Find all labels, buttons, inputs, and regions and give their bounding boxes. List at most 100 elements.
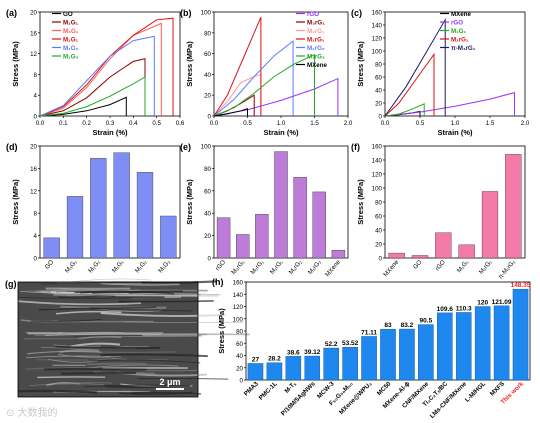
bar-value-label: 148.35 [511,282,531,289]
bar [66,196,84,259]
y-tick-label: 80 [236,329,243,336]
y-tick-label: 160 [372,10,383,17]
x-tick-label: 0.0 [381,120,390,127]
bar-value-label: 39.12 [304,349,321,356]
legend-label: M₁rG₃ [307,54,325,61]
bar [481,191,499,259]
bar [388,252,405,259]
series-line-2 [39,22,162,117]
bar-value-label: 110.3 [456,305,472,312]
x-tick-label: 1.0 [451,120,460,127]
sem-layer-streak [99,281,180,286]
sem-layer-streak [94,358,126,361]
panel-f-axes: 0 20 40 60 80 100 120 140 160 Stress (MPa) MXene GO… [356,144,526,281]
category-label: M₁rG₁ [269,259,285,276]
y-tick-label: 12 [30,188,37,195]
series-line-1 [213,94,255,117]
sem-layer-streak [57,354,121,358]
category-label: PMC-1L [258,380,279,401]
sem-layer-streak [86,362,147,366]
x-axis-label: Strain (%) [92,128,128,137]
bar [113,152,130,259]
x-tick-label: 0.5 [152,120,161,127]
y-tick-label: 20 [375,101,382,108]
category-label: M₁rG₂ [288,258,304,276]
series-line-4 [384,17,446,117]
category-label: M₂G₁ [87,259,102,275]
y-tick-label: 120 [372,172,383,179]
bar [312,191,326,259]
y-tick-label: 20 [30,144,37,151]
panel-a-letter: (a) [6,8,17,18]
bar-value-label: 109.6 [437,306,454,313]
bar [255,214,269,259]
plot-frame [39,11,181,117]
category-label: rGO [214,259,227,273]
category-label: MC50 [376,380,393,397]
sem-layer-streak [70,342,121,348]
bar [361,336,377,381]
category-label: MXene [324,258,342,278]
series-line-4 [213,40,294,117]
category-label: PMA3 [243,380,261,398]
sem-layer-gap [18,389,98,394]
sem-layer-gap [104,384,190,389]
y-tick-label: 100 [201,144,212,151]
series-line-1 [39,58,146,117]
panel-a-axes: 0 4 8 12 16 20 Stress (MPa) 0.0 0.1 0.2 0.3 0.4 0.5 0… [11,10,185,138]
watermark-text: ⊙ 大数我的 [6,408,58,419]
x-tick-label: 0.0 [36,120,45,127]
y-tick-label: 20 [236,365,243,372]
series-line-0 [39,96,127,117]
sem-layer-gap [31,318,102,322]
sem-layer-streak [56,310,122,315]
legend-label: GO [63,11,73,18]
panel-d-axes: 0 4 8 12 16 20 Stress (MPa) GO M₃G₁ M₂G₁ M₁G₁ M₁G₂ M… [11,144,181,275]
y-tick-label: 60 [204,51,211,58]
sem-layer-gap [38,307,110,311]
scale-bar-label: 2 μm [159,377,180,387]
y-tick-label: 40 [236,353,243,360]
category-label: GO [412,259,424,271]
legend-label: M₁G₁ [63,37,79,44]
y-axis-label: Stress (MPa) [185,41,194,87]
category-label: M₁G₂ [134,258,149,274]
legend-label: M₁rG₂ [307,45,325,52]
bar [474,306,491,381]
sem-layer-streak [70,278,152,283]
y-tick-label: 100 [372,49,383,56]
y-tick-label: 16 [30,30,37,37]
sem-layer-streak [53,293,95,296]
bar-value-label: 90.5 [420,318,433,325]
x-tick-label: 2.0 [344,120,353,127]
series-line-3 [213,17,262,117]
y-tick-label: 120 [233,304,244,311]
y-tick-label: 60 [236,341,243,348]
bar [323,347,339,381]
y-tick-label: 140 [372,23,383,30]
sem-layer-streak [102,283,181,286]
y-tick-label: 60 [375,214,382,221]
bar [411,255,429,259]
bar [136,172,154,259]
bar [304,355,321,381]
legend-label: M₁rG₁ [451,37,469,44]
y-tick-label: 60 [204,188,211,195]
bar [236,234,250,259]
y-tick-label: 0 [379,256,383,263]
sem-layer-streak [78,336,122,340]
category-label: M₂rG₁ [249,259,265,276]
x-tick-label: 0.2 [82,120,91,127]
legend-label: M₃rG₁ [307,20,325,27]
panel-h-axes: 0 20 40 60 80 100 120 140 160 Stress (MPa) 27 PMA3 2… [217,280,531,420]
bar [418,324,434,381]
y-tick-label: 0 [379,114,383,121]
y-tick-label: 160 [372,144,383,151]
bar-value-label: 52.2 [325,341,338,348]
y-tick-label: 8 [34,211,38,218]
y-tick-label: 20 [30,10,37,17]
y-tick-label: 140 [233,292,244,299]
x-axis-label: Strain (%) [263,128,299,137]
y-axis-label: Stress (MPa) [356,179,365,225]
legend-label: M₁G₃ [63,54,79,61]
